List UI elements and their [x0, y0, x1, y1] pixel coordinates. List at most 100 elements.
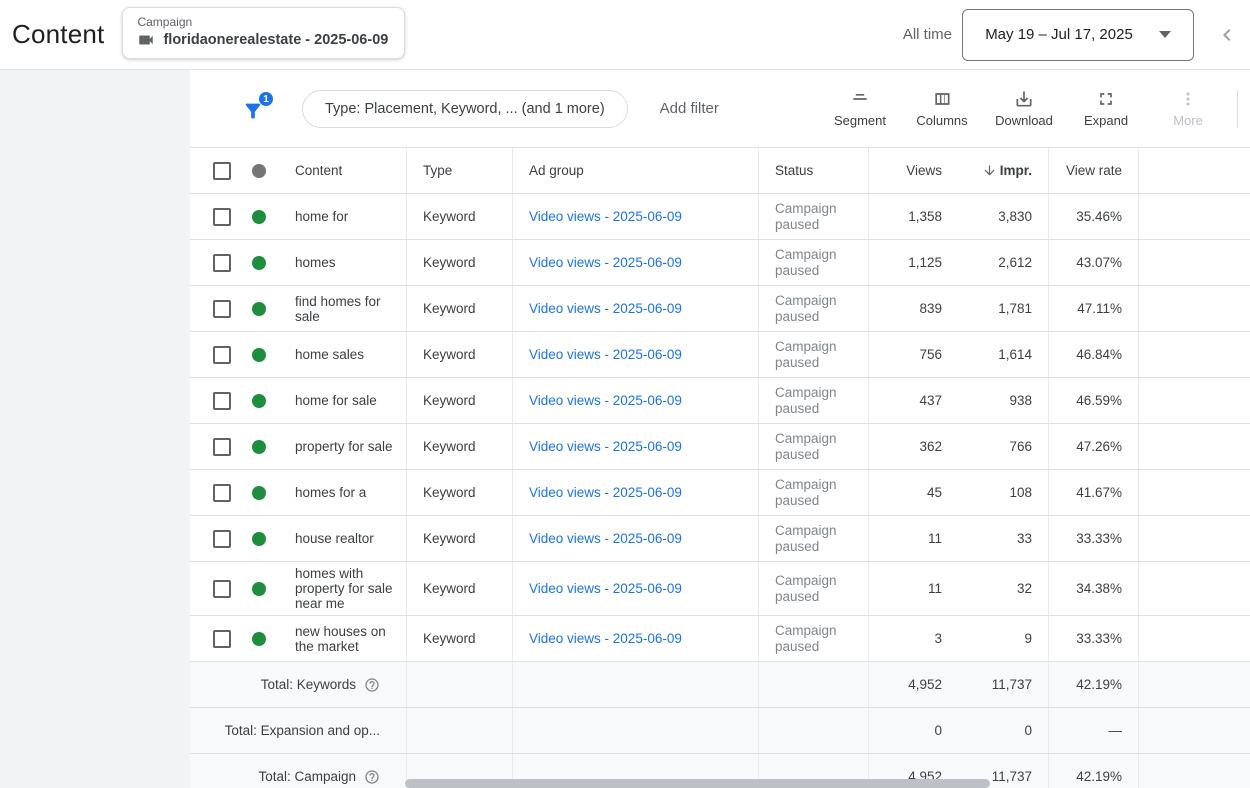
table-totals: Total: Keywords 4,952 11,737 42.19% Tota…	[190, 662, 1250, 788]
arrow-down-icon	[982, 163, 997, 178]
chevron-left-icon[interactable]	[1214, 22, 1240, 48]
filter-chip[interactable]: Type: Placement, Keyword, ... (and 1 mor…	[302, 90, 628, 128]
ad-group-link[interactable]: Video views - 2025-06-09	[529, 631, 682, 647]
total-label: Total: Keywords	[261, 677, 356, 692]
empty-cell	[1138, 562, 1250, 615]
type-cell: Keyword	[406, 470, 512, 515]
help-icon[interactable]	[364, 769, 380, 785]
left-panel	[0, 70, 190, 788]
total-impr-cell: 0	[958, 708, 1048, 753]
status-enabled-dot-icon	[252, 394, 266, 408]
row-checkbox[interactable]	[213, 392, 231, 410]
more-vert-icon	[1178, 89, 1198, 109]
ad-group-link[interactable]: Video views - 2025-06-09	[529, 485, 682, 501]
table-card: 1 Type: Placement, Keyword, ... (and 1 m…	[190, 70, 1250, 788]
ad-group-link[interactable]: Video views - 2025-06-09	[529, 439, 682, 455]
column-header-content[interactable]: Content	[295, 162, 393, 180]
column-header-type[interactable]: Type	[406, 148, 512, 193]
empty-cell	[1138, 708, 1250, 753]
all-time-label: All time	[903, 26, 952, 43]
ad-group-link[interactable]: Video views - 2025-06-09	[529, 531, 682, 547]
expand-icon	[1096, 89, 1116, 109]
filter-funnel-icon[interactable]: 1	[242, 96, 266, 122]
total-view-rate-cell: 42.19%	[1048, 754, 1138, 788]
column-header-impr[interactable]: Impr.	[958, 148, 1048, 193]
row-checkbox[interactable]	[213, 438, 231, 456]
keyword-text: house realtor	[295, 531, 393, 546]
horizontal-scrollbar[interactable]	[405, 779, 990, 788]
type-cell: Keyword	[406, 240, 512, 285]
campaign-selector-label: Campaign	[137, 15, 388, 29]
row-checkbox[interactable]	[213, 484, 231, 502]
keyword-text: new houses on the market	[295, 624, 393, 654]
type-cell: Keyword	[406, 286, 512, 331]
row-checkbox[interactable]	[213, 300, 231, 318]
empty-cell	[1138, 662, 1250, 707]
more-button[interactable]: More	[1147, 89, 1229, 128]
table-row: homes Keyword Video views - 2025-06-09 C…	[190, 240, 1250, 286]
views-cell: 839	[868, 286, 958, 331]
select-all-checkbox[interactable]	[213, 162, 231, 180]
status-enabled-dot-icon	[252, 486, 266, 500]
download-button[interactable]: Download	[983, 89, 1065, 128]
toolbar-divider	[1237, 90, 1238, 128]
views-cell: 437	[868, 378, 958, 423]
ad-group-link[interactable]: Video views - 2025-06-09	[529, 255, 682, 271]
total-views-cell: 4,952	[868, 662, 958, 707]
expand-button[interactable]: Expand	[1065, 89, 1147, 128]
impr-cell: 108	[958, 470, 1048, 515]
total-label: Total: Expansion and op...	[225, 723, 380, 738]
column-header-status[interactable]: Status	[758, 148, 868, 193]
status-enabled-dot-icon	[252, 210, 266, 224]
status-cell: Campaign paused	[775, 477, 852, 509]
status-cell: Campaign paused	[775, 293, 852, 325]
column-header-ad-group[interactable]: Ad group	[512, 148, 758, 193]
column-header-view-rate[interactable]: View rate	[1048, 148, 1138, 193]
type-cell: Keyword	[406, 378, 512, 423]
row-checkbox[interactable]	[213, 208, 231, 226]
table-row: new houses on the market Keyword Video v…	[190, 616, 1250, 662]
empty-cell	[1138, 516, 1250, 561]
impr-cell: 2,612	[958, 240, 1048, 285]
ad-group-link[interactable]: Video views - 2025-06-09	[529, 209, 682, 225]
segment-icon	[850, 89, 870, 109]
empty-cell	[1138, 332, 1250, 377]
status-cell: Campaign paused	[775, 385, 852, 417]
filter-count-badge: 1	[258, 91, 274, 107]
row-checkbox[interactable]	[213, 530, 231, 548]
view-rate-cell: 33.33%	[1048, 516, 1138, 561]
total-view-rate-cell: —	[1048, 708, 1138, 753]
dropdown-caret-icon	[1159, 31, 1171, 38]
table-header-row: Content Type Ad group Status Views Impr.…	[190, 148, 1250, 194]
campaign-selector[interactable]: Campaign floridaonerealestate - 2025-06-…	[122, 7, 405, 59]
keyword-text: find homes for sale	[295, 294, 393, 324]
row-checkbox[interactable]	[213, 580, 231, 598]
impr-cell: 1,781	[958, 286, 1048, 331]
columns-button[interactable]: Columns	[901, 89, 983, 128]
row-checkbox[interactable]	[213, 346, 231, 364]
table-row: home for sale Keyword Video views - 2025…	[190, 378, 1250, 424]
views-cell: 11	[868, 562, 958, 615]
table-toolbar: Segment Columns Download Expand More	[819, 89, 1250, 128]
add-filter-button[interactable]: Add filter	[660, 100, 719, 117]
videocam-icon	[137, 31, 155, 49]
row-checkbox[interactable]	[213, 630, 231, 648]
ad-group-link[interactable]: Video views - 2025-06-09	[529, 347, 682, 363]
status-enabled-dot-icon	[252, 632, 266, 646]
help-icon[interactable]	[364, 677, 380, 693]
ad-group-link[interactable]: Video views - 2025-06-09	[529, 393, 682, 409]
date-range-selector[interactable]: May 19 – Jul 17, 2025	[962, 9, 1194, 61]
status-cell: Campaign paused	[775, 201, 852, 233]
segment-button[interactable]: Segment	[819, 89, 901, 128]
status-enabled-dot-icon	[252, 532, 266, 546]
row-checkbox[interactable]	[213, 254, 231, 272]
ad-group-link[interactable]: Video views - 2025-06-09	[529, 301, 682, 317]
column-header-views[interactable]: Views	[868, 148, 958, 193]
type-cell: Keyword	[406, 194, 512, 239]
total-row: Total: Keywords 4,952 11,737 42.19%	[190, 662, 1250, 708]
status-cell: Campaign paused	[775, 247, 852, 279]
ad-group-link[interactable]: Video views - 2025-06-09	[529, 581, 682, 597]
keyword-text: home sales	[295, 347, 393, 362]
keyword-text: home for	[295, 209, 393, 224]
empty-cell	[1138, 194, 1250, 239]
